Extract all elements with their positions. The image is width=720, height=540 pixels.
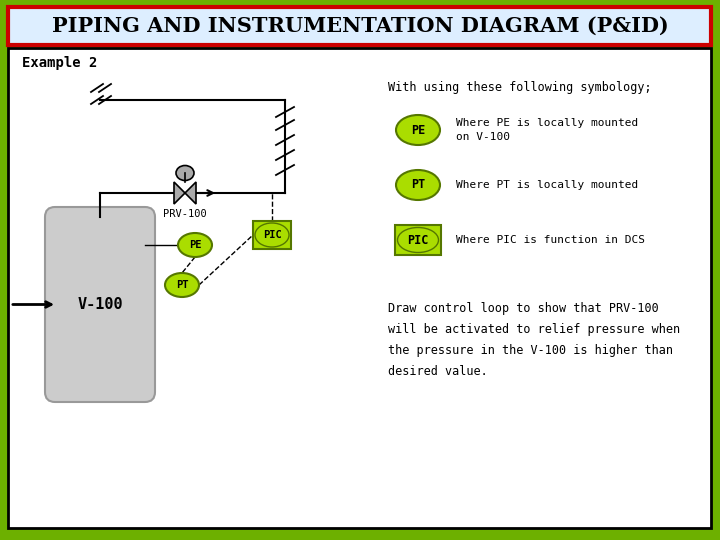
Ellipse shape: [397, 227, 438, 253]
FancyBboxPatch shape: [253, 221, 291, 249]
Text: PRV-100: PRV-100: [163, 209, 207, 219]
Text: V-100: V-100: [77, 297, 123, 312]
Ellipse shape: [178, 233, 212, 257]
Text: PIC: PIC: [263, 230, 282, 240]
Text: Draw control loop to show that PRV-100
will be activated to relief pressure when: Draw control loop to show that PRV-100 w…: [388, 302, 680, 378]
Ellipse shape: [255, 223, 289, 247]
Text: PT: PT: [176, 280, 188, 290]
Polygon shape: [185, 182, 196, 204]
Text: Where PT is locally mounted: Where PT is locally mounted: [456, 180, 638, 190]
Text: Where PIC is function in DCS: Where PIC is function in DCS: [456, 235, 645, 245]
FancyBboxPatch shape: [8, 48, 711, 528]
Ellipse shape: [176, 165, 194, 180]
Ellipse shape: [396, 170, 440, 200]
Text: With using these following symbology;: With using these following symbology;: [388, 80, 652, 93]
Text: PE: PE: [189, 240, 202, 250]
Text: Where PE is locally mounted
on V-100: Where PE is locally mounted on V-100: [456, 118, 638, 142]
Text: PT: PT: [411, 179, 425, 192]
Text: The Piping & Instrumentation Diagram (P&ID): The Piping & Instrumentation Diagram (P&…: [215, 8, 505, 18]
Ellipse shape: [396, 115, 440, 145]
Text: PIC: PIC: [408, 233, 428, 246]
Ellipse shape: [165, 273, 199, 297]
Text: Example 2: Example 2: [22, 56, 97, 70]
Text: PE: PE: [411, 124, 425, 137]
Polygon shape: [174, 182, 185, 204]
Text: PIPING AND INSTRUMENTATION DIAGRAM (P&ID): PIPING AND INSTRUMENTATION DIAGRAM (P&ID…: [52, 16, 668, 36]
FancyBboxPatch shape: [45, 207, 155, 402]
FancyBboxPatch shape: [8, 7, 711, 45]
FancyBboxPatch shape: [395, 225, 441, 255]
